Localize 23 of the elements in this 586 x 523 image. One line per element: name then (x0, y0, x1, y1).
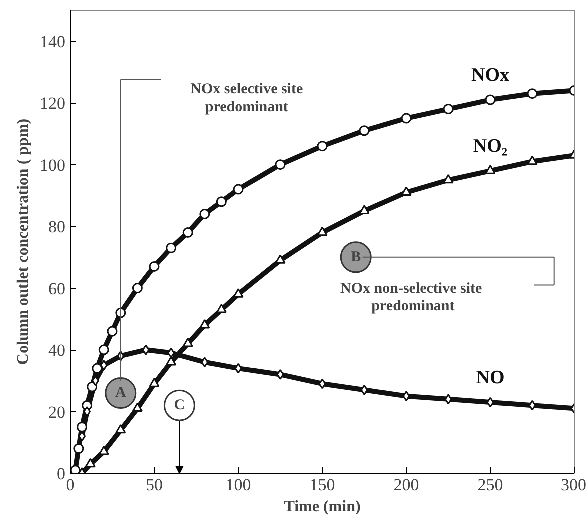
y-tick-label: 40 (48, 341, 66, 360)
y-tick-label: 140 (40, 32, 66, 52)
x-tick-label: 200 (394, 476, 420, 494)
series-label: NOx (472, 65, 510, 86)
y-tick-label: 120 (40, 94, 66, 114)
x-tick-label: 300 (561, 476, 586, 494)
x-tick-label: 150 (310, 476, 336, 494)
annotation: A (115, 385, 126, 402)
x-axis-title: Time (min) (284, 498, 361, 516)
y-axis-title: Column outlet concentration ( ppm) (15, 118, 32, 366)
annotation: NOx selective site predominant (190, 82, 304, 116)
y-tick-label: 60 (48, 279, 66, 298)
y-tick-label: 80 (48, 218, 66, 237)
series-label: NO (476, 368, 505, 389)
annotation: NOx non-selective site predominant (340, 280, 483, 314)
x-tick-label: 100 (226, 476, 252, 494)
x-tick-label: 250 (478, 476, 504, 494)
y-tick-label: 20 (48, 402, 66, 422)
series-label: NO₂ (473, 136, 508, 158)
x-tick-label: 50 (146, 476, 163, 494)
annotation: B (351, 249, 362, 266)
annotation: C (174, 398, 186, 414)
y-tick-label: 100 (40, 156, 66, 175)
